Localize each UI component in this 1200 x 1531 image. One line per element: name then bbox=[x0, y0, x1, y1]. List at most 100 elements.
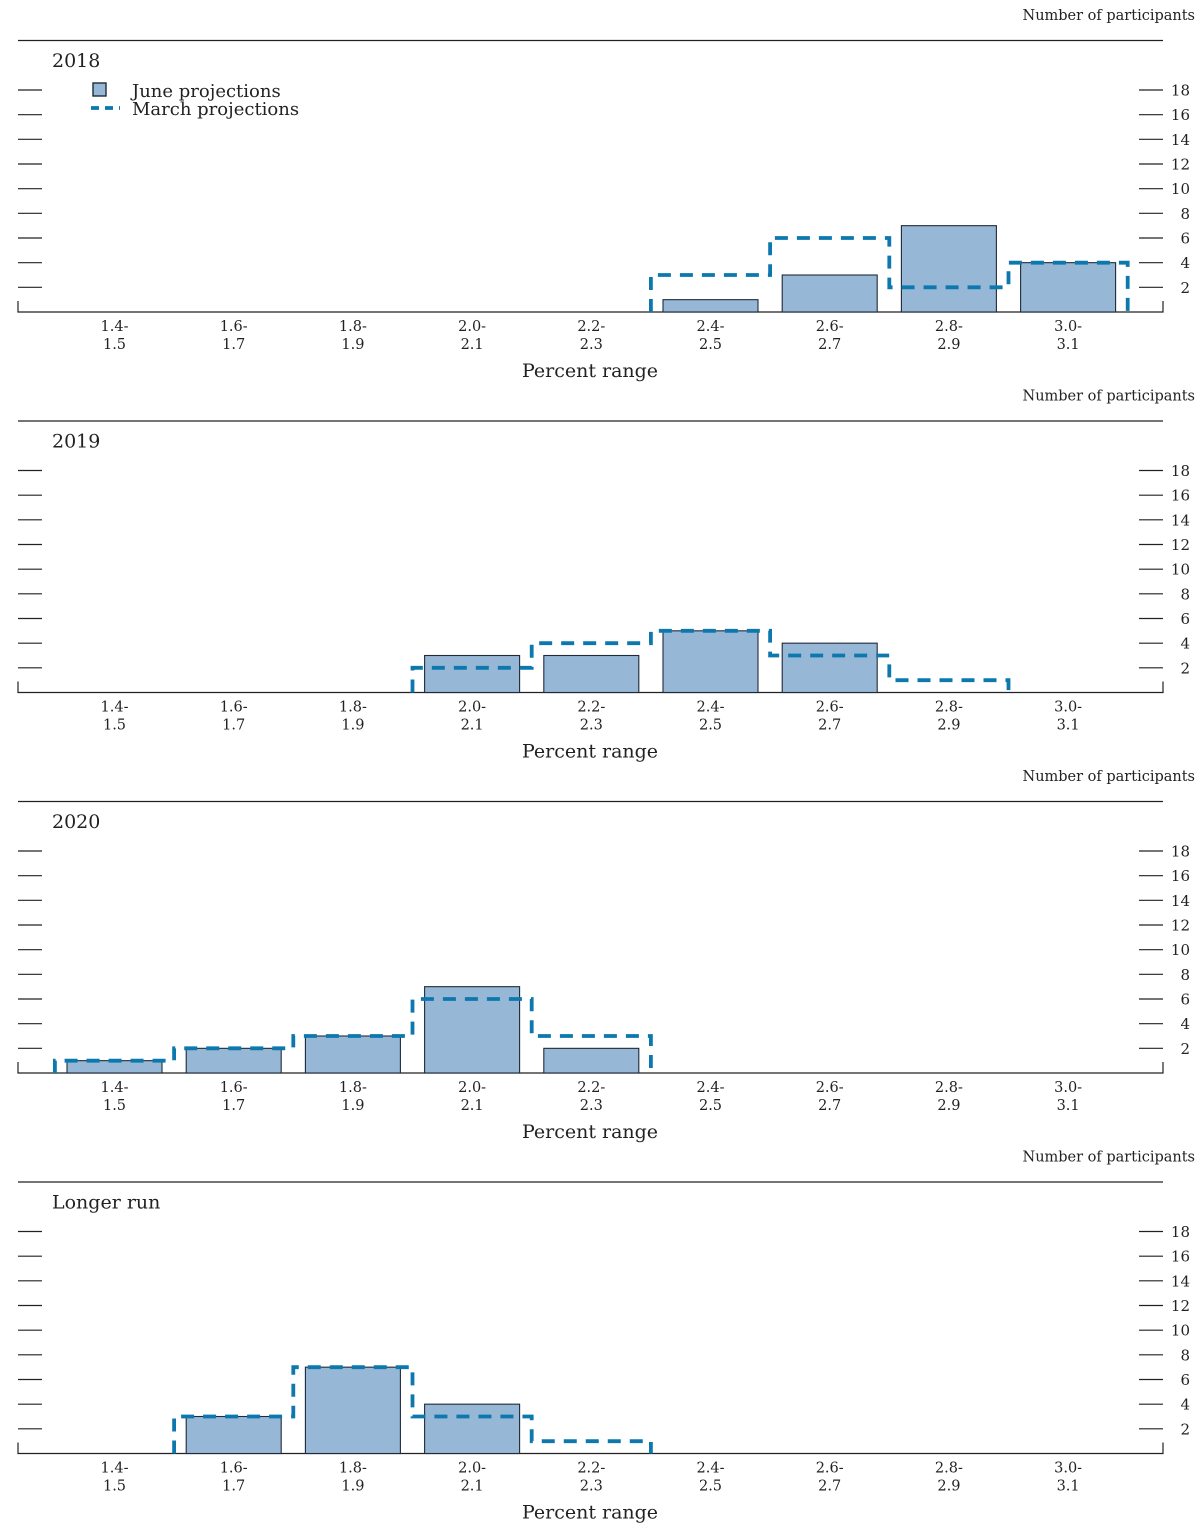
x-tick-label: 2.9 bbox=[937, 718, 960, 734]
x-tick-label: 2.5 bbox=[699, 337, 722, 353]
y-tick-label: 4 bbox=[1180, 1396, 1190, 1414]
march-step-line bbox=[53, 997, 653, 1073]
y-tick-label: 8 bbox=[1180, 1346, 1190, 1364]
legend-june-swatch bbox=[92, 82, 107, 97]
y-tick-label: 18 bbox=[1171, 843, 1190, 861]
x-tick-label: 1.9 bbox=[341, 1479, 364, 1495]
y-tick-label: 14 bbox=[1171, 511, 1190, 529]
x-tick-label: 1.6- bbox=[220, 700, 248, 716]
y-tick-label: 6 bbox=[1180, 230, 1190, 248]
x-tick-label: 2.2- bbox=[577, 319, 605, 335]
x-tick-label: 3.1 bbox=[1057, 337, 1080, 353]
x-tick-label: 1.5 bbox=[103, 1098, 126, 1114]
june-bar bbox=[900, 225, 997, 313]
y-tick-label: 2 bbox=[1180, 279, 1190, 297]
x-tick-label: 1.7 bbox=[222, 1479, 245, 1495]
y-tick-label: 16 bbox=[1171, 106, 1190, 124]
x-tick-label: 2.2- bbox=[577, 1461, 605, 1477]
x-axis-baseline bbox=[17, 301, 1164, 313]
x-tick-label: 1.6- bbox=[220, 319, 248, 335]
x-tick-label: 2.7 bbox=[818, 718, 841, 734]
panel-title: Longer run bbox=[52, 1192, 160, 1214]
x-axis-label: Percent range bbox=[522, 1121, 658, 1143]
y-tick-label: 2 bbox=[1180, 1040, 1190, 1058]
x-tick-label: 1.4- bbox=[101, 319, 129, 335]
x-tick-label: 2.6- bbox=[816, 1461, 844, 1477]
x-tick-label: 2.0- bbox=[458, 1461, 486, 1477]
y-tick-label: 10 bbox=[1171, 941, 1190, 959]
y-tick-label: 12 bbox=[1171, 917, 1190, 935]
june-bar bbox=[543, 1047, 640, 1074]
x-tick-label: 2.0- bbox=[458, 700, 486, 716]
x-axis-label: Percent range bbox=[522, 360, 658, 382]
panel-title: 2018 bbox=[52, 50, 100, 72]
x-tick-label: 2.1 bbox=[461, 1098, 484, 1114]
x-tick-label: 1.8- bbox=[339, 319, 367, 335]
x-tick-label: 2.3 bbox=[580, 1479, 603, 1495]
march-step-line bbox=[649, 236, 1130, 312]
chart-panel-3: Number of participants 2020 2 4 6 8 10 12 14 16 18… bbox=[17, 769, 1195, 1143]
y-tick-label: 14 bbox=[1171, 892, 1190, 910]
x-tick-label: 2.4- bbox=[697, 1461, 725, 1477]
y-tick-label: 12 bbox=[1171, 156, 1190, 174]
x-tick-label: 2.3 bbox=[580, 718, 603, 734]
x-tick-label: 1.8- bbox=[339, 1461, 367, 1477]
june-bar bbox=[662, 299, 759, 313]
y-tick-label: 8 bbox=[1180, 966, 1190, 984]
x-tick-label: 2.4- bbox=[697, 319, 725, 335]
x-tick-label: 2.1 bbox=[461, 718, 484, 734]
y-tick-label: 4 bbox=[1180, 635, 1190, 653]
x-tick-label: 2.1 bbox=[461, 337, 484, 353]
x-tick-label: 3.0- bbox=[1054, 700, 1082, 716]
x-tick-label: 2.3 bbox=[580, 1098, 603, 1114]
y-tick-label: 16 bbox=[1171, 867, 1190, 885]
y-tick-label: 18 bbox=[1171, 462, 1190, 480]
x-axis-label: Percent range bbox=[522, 741, 658, 763]
x-tick-label: 1.5 bbox=[103, 1479, 126, 1495]
x-tick-label: 2.7 bbox=[818, 1479, 841, 1495]
june-bar bbox=[781, 642, 878, 694]
y-tick-label: 4 bbox=[1180, 254, 1190, 272]
x-tick-label: 1.8- bbox=[339, 700, 367, 716]
x-tick-label: 1.7 bbox=[222, 718, 245, 734]
y-axis-label: Number of participants bbox=[1023, 389, 1196, 405]
june-bar bbox=[185, 1415, 282, 1455]
panel-title: 2020 bbox=[52, 811, 100, 833]
june-bar bbox=[304, 1366, 401, 1455]
june-bar bbox=[424, 654, 521, 694]
y-tick-label: 2 bbox=[1180, 1420, 1190, 1438]
chart-panel-4: Number of participants Longer run 2 4 6 8 10 12… bbox=[17, 1150, 1195, 1524]
y-tick-label: 18 bbox=[1171, 82, 1190, 100]
x-tick-label: 1.6- bbox=[220, 1461, 248, 1477]
x-tick-label: 1.9 bbox=[341, 337, 364, 353]
x-tick-label: 1.7 bbox=[222, 1098, 245, 1114]
x-tick-label: 2.5 bbox=[699, 1098, 722, 1114]
x-tick-label: 3.1 bbox=[1057, 1098, 1080, 1114]
chart-panel-1: Number of participants 2018 2 4 6 8 10 12 14 16 18… bbox=[17, 8, 1195, 382]
y-tick-label: 8 bbox=[1180, 205, 1190, 223]
x-tick-label: 3.1 bbox=[1057, 1479, 1080, 1495]
x-tick-label: 1.4- bbox=[101, 1461, 129, 1477]
y-tick-label: 8 bbox=[1180, 585, 1190, 603]
y-tick-label: 6 bbox=[1180, 610, 1190, 628]
x-tick-label: 2.2- bbox=[577, 1080, 605, 1096]
x-tick-label: 2.2- bbox=[577, 700, 605, 716]
x-tick-label: 1.4- bbox=[101, 700, 129, 716]
y-tick-label: 18 bbox=[1171, 1223, 1190, 1241]
panel-title: 2019 bbox=[52, 431, 100, 453]
x-tick-label: 1.6- bbox=[220, 1080, 248, 1096]
x-tick-label: 3.1 bbox=[1057, 718, 1080, 734]
june-bar bbox=[185, 1047, 282, 1074]
legend-march-label: March projections bbox=[132, 99, 299, 120]
y-tick-label: 14 bbox=[1171, 131, 1190, 149]
x-tick-label: 2.6- bbox=[816, 1080, 844, 1096]
x-tick-label: 2.7 bbox=[818, 337, 841, 353]
x-tick-label: 2.5 bbox=[699, 718, 722, 734]
x-tick-label: 2.8- bbox=[935, 319, 963, 335]
x-tick-label: 2.8- bbox=[935, 1080, 963, 1096]
x-tick-label: 2.0- bbox=[458, 319, 486, 335]
y-tick-label: 2 bbox=[1180, 659, 1190, 677]
x-tick-label: 2.7 bbox=[818, 1098, 841, 1114]
